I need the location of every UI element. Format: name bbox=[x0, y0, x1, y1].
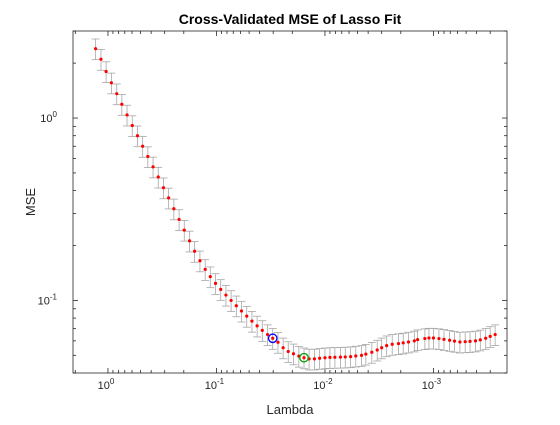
mse-point bbox=[229, 298, 233, 303]
mse-point bbox=[328, 355, 332, 360]
mse-point bbox=[452, 339, 457, 343]
y-axis-label: MSE bbox=[23, 188, 38, 217]
plot-area bbox=[72, 30, 508, 374]
mse-point bbox=[468, 339, 472, 344]
mse-point bbox=[203, 267, 207, 271]
mse-point bbox=[187, 239, 192, 243]
y-tick-label: 10-1 bbox=[38, 292, 58, 307]
mse-point bbox=[401, 341, 405, 345]
mse-point bbox=[156, 175, 160, 179]
tick-marks bbox=[73, 30, 507, 374]
mse-point bbox=[208, 275, 212, 279]
tick-labels: 100 10-1 10-2 10-3 100 10-1 bbox=[38, 110, 442, 392]
mse-point bbox=[412, 339, 416, 343]
y-tick-label: 100 bbox=[40, 110, 57, 125]
mse-point bbox=[130, 123, 134, 128]
mse-point bbox=[406, 340, 411, 344]
mse-point bbox=[239, 309, 244, 313]
mse-point bbox=[260, 328, 264, 332]
mse-point bbox=[276, 340, 280, 344]
mse-point bbox=[250, 319, 254, 323]
mse-point bbox=[488, 334, 492, 338]
mse-point bbox=[291, 352, 296, 356]
mse-point bbox=[423, 336, 427, 341]
mse-point bbox=[484, 336, 488, 340]
mse-point bbox=[125, 113, 129, 117]
mse-point bbox=[255, 324, 259, 328]
mse-point bbox=[120, 102, 124, 106]
mse-point bbox=[193, 249, 197, 253]
mse-point bbox=[349, 355, 353, 359]
mse-point bbox=[463, 340, 467, 344]
x-tick-label: 10-2 bbox=[313, 377, 333, 392]
min-mse-marker bbox=[299, 352, 309, 363]
mse-point bbox=[302, 356, 306, 360]
mse-point bbox=[359, 353, 364, 357]
mse-point bbox=[161, 186, 166, 190]
mse-point bbox=[318, 356, 322, 360]
mse-point bbox=[99, 57, 103, 61]
mse-point bbox=[286, 349, 290, 354]
x-axis-label: Lambda bbox=[267, 402, 315, 417]
lambda-markers bbox=[267, 333, 309, 363]
chart-title: Cross-Validated MSE of Lasso Fit bbox=[179, 11, 402, 27]
mse-point bbox=[364, 352, 368, 356]
mse-point bbox=[343, 355, 347, 359]
mse-point bbox=[224, 293, 228, 297]
mse-point bbox=[182, 228, 186, 232]
mse-point bbox=[198, 259, 202, 263]
mse-point bbox=[447, 338, 452, 342]
mse-point bbox=[135, 134, 140, 138]
mse-point bbox=[109, 81, 113, 85]
mse-point bbox=[427, 336, 431, 340]
mse-point bbox=[219, 287, 223, 291]
mse-point bbox=[442, 337, 446, 341]
mse-point bbox=[478, 338, 482, 342]
mse-point bbox=[115, 92, 119, 96]
mse-point bbox=[281, 346, 285, 350]
mse-point bbox=[234, 304, 238, 308]
one-se-marker bbox=[267, 333, 278, 344]
mse-point bbox=[167, 196, 171, 200]
mse-point bbox=[146, 154, 150, 159]
mse-point bbox=[416, 337, 420, 342]
mse-point bbox=[396, 341, 401, 346]
mse-point bbox=[354, 354, 358, 358]
mse-point bbox=[93, 47, 98, 51]
mse-point bbox=[437, 336, 441, 341]
x-tick-label: 10-1 bbox=[205, 377, 225, 392]
mse-point bbox=[431, 336, 436, 340]
mse-point bbox=[390, 342, 394, 346]
mse-point bbox=[338, 355, 343, 359]
x-tick-label: 10-3 bbox=[422, 377, 442, 392]
mse-point bbox=[245, 314, 249, 318]
mse-point bbox=[104, 69, 108, 74]
mse-point bbox=[141, 144, 145, 148]
mse-point bbox=[213, 281, 218, 285]
mse-point bbox=[380, 346, 384, 350]
x-tick-label: 100 bbox=[98, 377, 115, 392]
mse-point bbox=[312, 357, 317, 361]
mse-point bbox=[172, 207, 176, 211]
mse-point bbox=[473, 339, 478, 343]
mse-point bbox=[177, 217, 181, 222]
mse-point bbox=[385, 344, 389, 348]
mse-point bbox=[265, 332, 270, 337]
mse-point bbox=[458, 340, 462, 344]
mse-point bbox=[323, 356, 327, 360]
mse-point bbox=[271, 336, 275, 340]
mse-point bbox=[151, 165, 155, 169]
mse-point bbox=[375, 348, 379, 352]
mse-point bbox=[333, 355, 337, 359]
mse-point bbox=[370, 350, 374, 354]
mse-point bbox=[493, 332, 497, 337]
